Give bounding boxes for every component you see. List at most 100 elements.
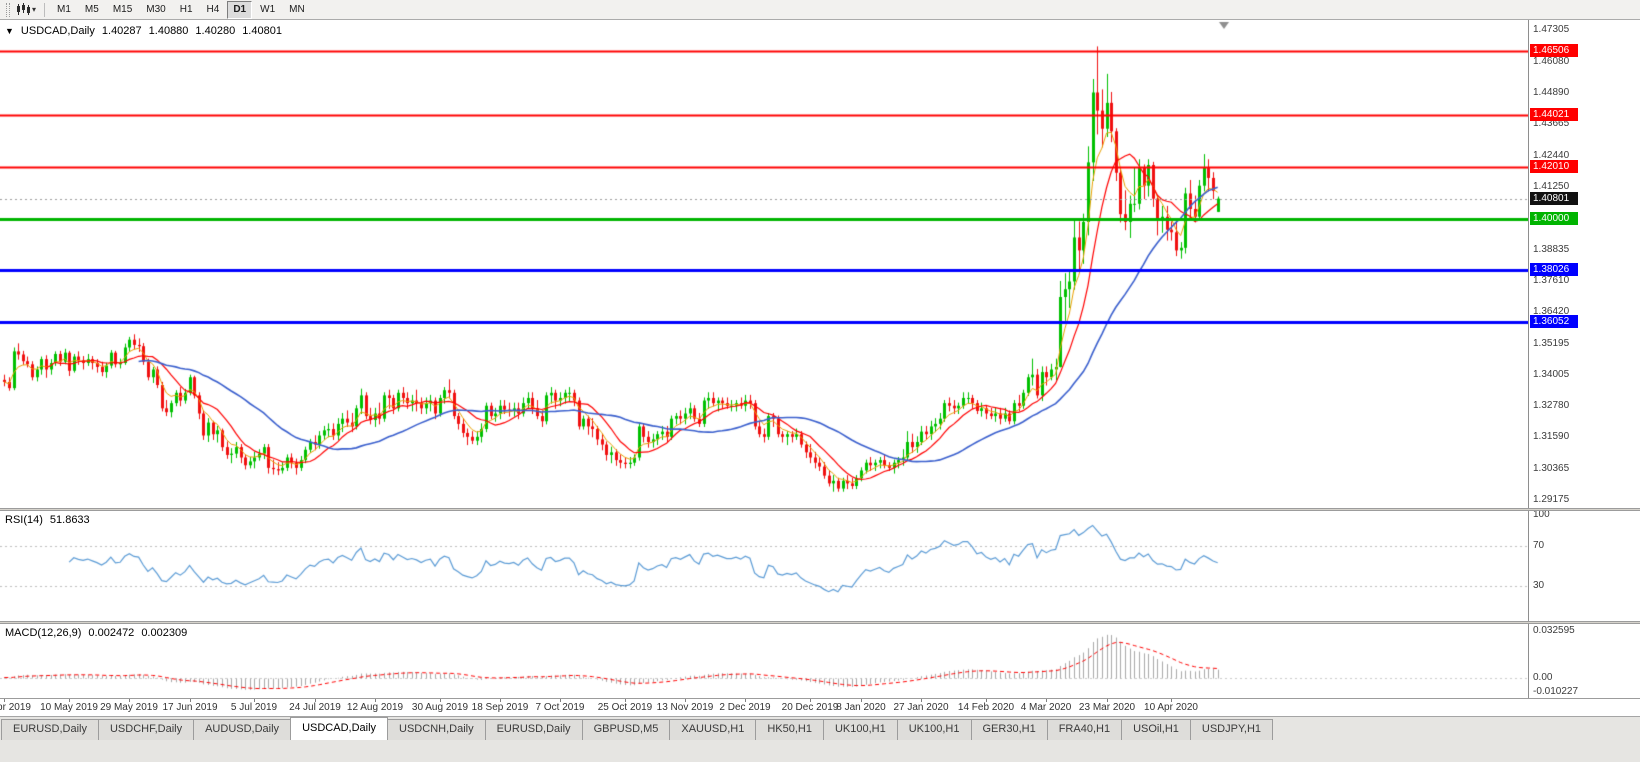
- rsi-value: 51.8633: [49, 514, 90, 526]
- x-axis-label: 24 Jul 2019: [289, 702, 341, 713]
- rsi-name: RSI(14): [5, 514, 43, 526]
- x-axis-tick: [500, 699, 501, 702]
- y-axis-label: 1.30365: [1533, 462, 1570, 474]
- x-axis-label: 12 Aug 2019: [346, 702, 404, 713]
- price-level-tag[interactable]: 1.36052: [1530, 314, 1578, 328]
- x-axis-label: 22 Apr 2019: [0, 702, 31, 713]
- y-axis-label: 1.36420: [1533, 306, 1570, 318]
- x-axis-label: 20 Dec 2019: [781, 702, 839, 713]
- timeframe-button-h4[interactable]: H4: [206, 3, 220, 15]
- macd-name: MACD(12,26,9): [5, 627, 82, 639]
- ohlc-close: 1.40801: [242, 25, 282, 37]
- macd-value-main: 0.002472: [88, 627, 135, 639]
- macd-indicator-label: MACD(12,26,9) 0.002472 0.002309: [5, 627, 187, 639]
- x-axis-label: 25 Oct 2019: [597, 702, 653, 713]
- price-level-tag[interactable]: 1.44021: [1530, 108, 1578, 122]
- x-axis-label: 23 Mar 2020: [1078, 702, 1136, 713]
- tab-fra40-h1[interactable]: FRA40,H1: [1046, 719, 1123, 740]
- x-axis-tick: [1171, 699, 1172, 702]
- timeframe-button-w1[interactable]: W1: [260, 3, 276, 15]
- macd-axis-label: 0.00: [1533, 671, 1553, 683]
- x-axis-label: 2 Dec 2019: [719, 702, 771, 713]
- price-axis: 1.47305 1.46080 1.44890 1.43665 1.42440 1.412…: [1528, 20, 1640, 698]
- price-level-tag[interactable]: 1.42010: [1530, 160, 1578, 174]
- y-axis-label: 1.47305: [1533, 24, 1570, 36]
- chart-symbol-header: ▼ USDCAD,Daily 1.40287 1.40880 1.40280 1…: [5, 25, 282, 37]
- tab-ger30-h1[interactable]: GER30,H1: [970, 719, 1048, 740]
- timeframe-button-h1[interactable]: H1: [179, 3, 193, 15]
- macd-canvas[interactable]: [0, 624, 1528, 698]
- x-axis-tick: [1107, 699, 1108, 702]
- x-axis-tick: [986, 699, 987, 702]
- y-axis-label: 1.44890: [1533, 86, 1570, 98]
- timeframe-button-mn[interactable]: MN: [289, 3, 305, 15]
- x-axis-label: 10 Apr 2020: [1144, 702, 1198, 713]
- collapse-triangle-icon[interactable]: ▼: [5, 26, 14, 36]
- tab-usdjpy-h1[interactable]: USDJPY,H1: [1189, 719, 1274, 740]
- tab-xauusd-h1[interactable]: XAUUSD,H1: [669, 719, 757, 740]
- x-axis-tick: [315, 699, 316, 702]
- x-axis-tick: [375, 699, 376, 702]
- price-level-tag[interactable]: 1.40000: [1530, 212, 1578, 226]
- toolbar-drag-handle[interactable]: [6, 2, 10, 17]
- tab-uk100-h1[interactable]: UK100,H1: [822, 719, 898, 740]
- x-axis-label: 27 Jan 2020: [893, 702, 949, 713]
- price-level-tag[interactable]: 1.46506: [1530, 43, 1578, 57]
- tab-gbpusd-m5[interactable]: GBPUSD,M5: [581, 719, 671, 740]
- tab-eurusd-daily[interactable]: EURUSD,Daily: [484, 719, 583, 740]
- x-axis-tick: [861, 699, 862, 702]
- tab-usoil-h1[interactable]: USOil,H1: [1121, 719, 1191, 740]
- tab-usdcnh-daily[interactable]: USDCNH,Daily: [387, 719, 486, 740]
- timeframe-buttons: M1 M5 M15 M30 H1 H4 D1 W1 MN: [50, 0, 312, 19]
- x-axis-tick: [810, 699, 811, 702]
- timeframe-button-m30[interactable]: M30: [146, 3, 166, 15]
- timeframe-button-d1[interactable]: D1: [227, 0, 253, 19]
- x-axis-tick: [129, 699, 130, 702]
- y-axis-label: 1.37610: [1533, 275, 1570, 287]
- x-axis-label: 5 Jul 2019: [230, 702, 278, 713]
- y-axis-label: 1.46080: [1533, 55, 1570, 67]
- x-axis-tick: [685, 699, 686, 702]
- y-axis-label: 1.38835: [1533, 243, 1570, 255]
- x-axis-tick: [190, 699, 191, 702]
- tab-eurusd-daily[interactable]: EURUSD,Daily: [1, 719, 99, 740]
- rsi-canvas[interactable]: [0, 511, 1528, 621]
- symbol-label: USDCAD,Daily: [20, 25, 95, 37]
- chart-type-button[interactable]: ▾: [13, 3, 39, 16]
- y-axis-label: 1.32780: [1533, 400, 1570, 412]
- x-axis-tick: [1046, 699, 1047, 702]
- x-axis-tick: [921, 699, 922, 702]
- panel-separator[interactable]: [0, 621, 1640, 624]
- x-axis-tick: [745, 699, 746, 702]
- chevron-down-icon: ▾: [32, 4, 37, 14]
- ohlc-low: 1.40280: [195, 25, 236, 37]
- timeframe-button-m1[interactable]: M1: [57, 3, 71, 15]
- chart-tab-bar: EURUSD,Daily USDCHF,Daily AUDUSD,Daily USDC…: [0, 716, 1640, 740]
- timeframes-toolbar: ▾ M1 M5 M15 M30 H1 H4 D1 W1 MN: [0, 0, 1640, 20]
- tab-usdcad-daily[interactable]: USDCAD,Daily: [290, 717, 389, 740]
- x-axis-label: 29 May 2019: [100, 702, 158, 713]
- tab-audusd-daily[interactable]: AUDUSD,Daily: [193, 719, 292, 740]
- price-level-tag[interactable]: 1.38026: [1530, 263, 1578, 277]
- y-axis-label: 1.35195: [1533, 337, 1570, 349]
- x-axis-label: 30 Aug 2019: [411, 702, 469, 713]
- main-chart-canvas[interactable]: [0, 20, 1528, 508]
- x-axis-tick: [254, 699, 255, 702]
- candlestick-chart-icon: [16, 3, 30, 16]
- x-axis-label: 14 Feb 2020: [957, 702, 1015, 713]
- panel-separator[interactable]: [0, 508, 1640, 511]
- ohlc-open: 1.40287: [101, 25, 142, 37]
- tab-usdchf-daily[interactable]: USDCHF,Daily: [97, 719, 195, 740]
- timeframe-button-m5[interactable]: M5: [84, 3, 99, 15]
- tab-uk100-h1[interactable]: UK100,H1: [896, 719, 972, 740]
- x-axis-label: 18 Sep 2019: [471, 702, 529, 713]
- time-axis-corner: [1528, 698, 1640, 716]
- bottom-filler: [0, 740, 1640, 762]
- y-axis-label: 1.31590: [1533, 431, 1570, 443]
- tab-hk50-h1[interactable]: HK50,H1: [755, 719, 824, 740]
- x-axis-label: 17 Jun 2019: [162, 702, 218, 713]
- y-axis-label: 1.43665: [1533, 118, 1570, 130]
- timeframe-button-m15[interactable]: M15: [112, 3, 133, 15]
